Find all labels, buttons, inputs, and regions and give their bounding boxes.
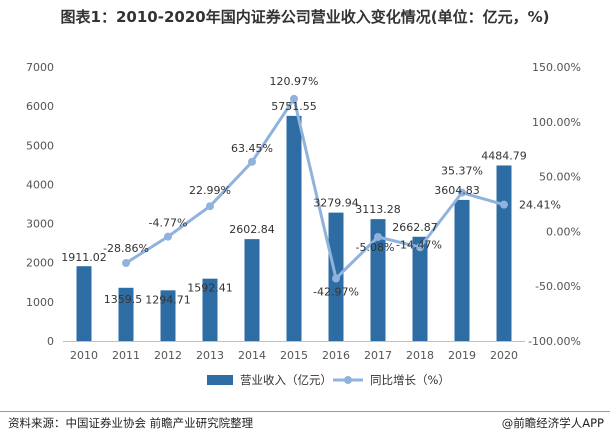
x-tick-label: 2017 [364, 349, 392, 362]
y-right-tick-label: 150.00% [532, 61, 581, 74]
growth-value-label: -42.97% [313, 285, 359, 298]
y-left-tick-label: 5000 [26, 139, 54, 152]
bar-revenue [454, 199, 470, 341]
x-tick-label: 2019 [448, 349, 476, 362]
x-tick-label: 2010 [70, 349, 98, 362]
y-left-tick-label: 3000 [26, 218, 54, 231]
legend-swatch-revenue [207, 375, 233, 385]
brand-credit: @前瞻经济学人APP [501, 416, 604, 430]
bar-value-label: 3113.28 [355, 203, 401, 216]
y-left-tick-label: 2000 [26, 257, 54, 270]
x-tick-label: 2020 [490, 349, 518, 362]
growth-value-label: -5.08% [356, 241, 395, 254]
x-tick-label: 2014 [238, 349, 266, 362]
growth-point [374, 232, 382, 241]
y-right-tick-label: -50.00% [535, 280, 581, 293]
x-tick-label: 2011 [112, 349, 140, 362]
growth-value-label: 24.41% [519, 199, 561, 212]
growth-point [458, 188, 466, 197]
y-left-tick-label: 4000 [26, 178, 54, 191]
legend-label-growth: 同比增长（%） [370, 373, 450, 387]
bar-value-label: 4484.79 [481, 149, 527, 162]
growth-line [125, 97, 505, 280]
y-left-tick-label: 7000 [26, 61, 54, 74]
y-left-tick-label: 0 [47, 335, 54, 348]
growth-point [164, 232, 172, 241]
growth-point [122, 259, 130, 268]
growth-value-label: 35.37% [441, 165, 483, 178]
bar-revenue [202, 278, 218, 341]
bar-value-label: 3279.94 [313, 197, 359, 210]
growth-point [332, 274, 340, 283]
bar-revenue [118, 287, 134, 341]
y-right-tick-label: 100.00% [532, 116, 581, 129]
source-note: 资料来源：中国证券业协会 前瞻产业研究院整理 [8, 416, 254, 430]
x-tick-label: 2015 [280, 349, 308, 362]
bar-value-label: 3604.83 [434, 184, 480, 197]
bar-value-label: 2602.84 [229, 223, 275, 236]
footer-divider [0, 411, 610, 412]
y-left-tick-label: 6000 [26, 100, 54, 113]
growth-point [248, 157, 256, 166]
bar-value-label: 5751.55 [271, 100, 317, 113]
growth-point [206, 202, 214, 211]
bar-revenue [370, 219, 386, 341]
bar-value-label: 1359.5 [104, 293, 143, 306]
growth-value-label: -14.47% [396, 238, 442, 251]
y-right-tick-label: 50.00% [539, 171, 581, 184]
growth-value-label: 63.45% [231, 142, 273, 155]
x-tick-label: 2016 [322, 349, 350, 362]
x-tick-label: 2018 [406, 349, 434, 362]
bar-value-label: 1911.02 [61, 251, 107, 264]
bar-revenue [496, 165, 512, 341]
chart-title: 图表1：2010-2020年国内证券公司营业收入变化情况(单位：亿元，%) [60, 8, 550, 26]
x-tick-label: 2012 [154, 349, 182, 362]
bar-revenue [160, 290, 176, 341]
growth-point [416, 243, 424, 252]
bar-revenue [244, 239, 260, 341]
bar-revenue [286, 115, 302, 342]
bar-revenue [412, 236, 428, 341]
growth-point [500, 200, 508, 209]
x-tick-label: 2013 [196, 349, 224, 362]
bar-revenue [76, 266, 92, 341]
growth-point [290, 94, 298, 103]
growth-value-label: 120.97% [270, 75, 319, 88]
y-left-tick-label: 1000 [26, 296, 54, 309]
y-right-tick-label: 0.00% [546, 225, 581, 238]
y-right-tick-label: -100.00% [528, 335, 581, 348]
bar-value-label: 1592.41 [187, 282, 233, 295]
growth-value-label: -28.86% [103, 242, 149, 255]
bar-value-label: 2662.87 [392, 221, 438, 234]
bar-value-label: 1294.71 [145, 293, 191, 306]
legend-marker-growth [344, 376, 352, 384]
growth-value-label: -4.77% [149, 217, 188, 230]
growth-value-label: 22.99% [189, 184, 231, 197]
legend-label-revenue: 营业收入（亿元） [240, 373, 332, 387]
